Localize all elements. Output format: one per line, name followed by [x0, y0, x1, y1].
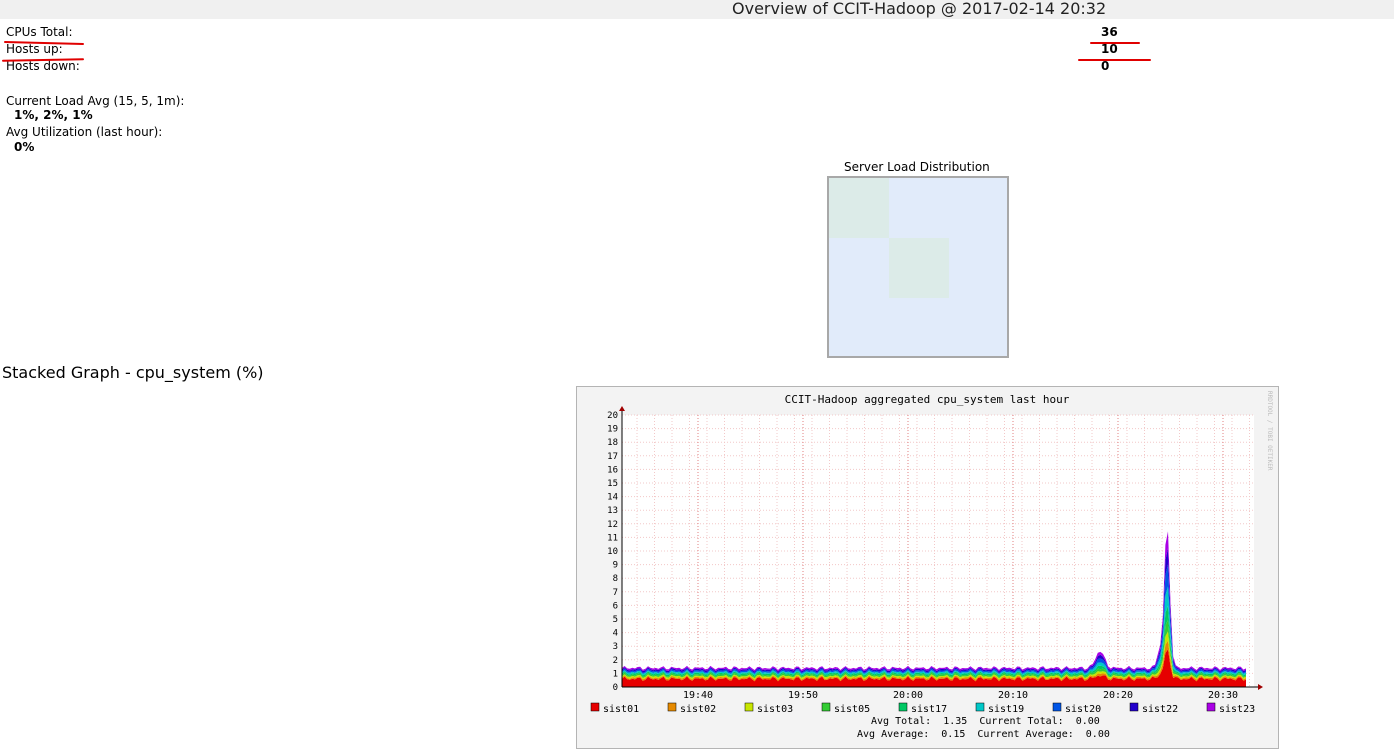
legend-label: sist22	[1142, 704, 1178, 715]
server-load-title: Server Load Distribution	[844, 160, 990, 174]
stats-line-1: Avg Total: 1.35 Current Total: 0.00	[871, 716, 1100, 727]
legend-layer: sist01 sist02 sist03 sist05 sist17 sist19 sist…	[590, 702, 1255, 715]
cpus-total-label: CPUs Total:	[6, 25, 73, 39]
title-bar: Overview of CCIT-Hadoop @ 2017-02-14 20:…	[0, 0, 1394, 19]
y-tick-label: 7	[613, 588, 618, 598]
avg-util-label: Avg Utilization (last hour):	[6, 125, 163, 139]
legend-swatch	[590, 702, 600, 712]
hosts-up-value: 10	[1101, 42, 1118, 56]
x-tick-label: 19:50	[788, 690, 818, 701]
y-tick-label: 4	[613, 629, 618, 639]
cpus-total-value: 36	[1101, 25, 1118, 39]
y-axis-arrow	[619, 406, 625, 411]
legend-swatch	[1052, 702, 1062, 712]
annotation-underline-hosts-value	[1078, 59, 1151, 61]
legend-swatch	[821, 702, 831, 712]
x-axis-arrow	[1258, 684, 1263, 690]
y-tick-label: 18	[607, 438, 618, 448]
graph-title: CCIT-Hadoop aggregated cpu_system last h…	[785, 393, 1070, 406]
legend-swatch	[975, 702, 985, 712]
y-tick-label: 16	[607, 465, 618, 475]
area-layer	[622, 531, 1246, 687]
annotation-underline-cpus-value	[1090, 42, 1140, 44]
y-tick-label: 6	[613, 601, 618, 611]
legend-swatch	[1129, 702, 1139, 712]
y-tick-label: 3	[613, 642, 618, 652]
legend-label: sist17	[911, 704, 947, 715]
legend-label: sist02	[680, 704, 716, 715]
graph-watermark: RRDTOOL / TOBI OETIKER	[1266, 391, 1273, 471]
server-load-cell[interactable]	[829, 178, 889, 238]
legend-label: sist19	[988, 704, 1024, 715]
y-tick-label: 20	[607, 411, 618, 421]
hosts-up-label: Hosts up:	[6, 42, 63, 56]
stacked-graph-title: Stacked Graph - cpu_system (%)	[2, 363, 264, 382]
y-tick-label: 19	[607, 425, 618, 435]
y-tick-label: 5	[613, 615, 618, 625]
avg-util-value: 0%	[14, 140, 35, 154]
legend-swatch	[1206, 702, 1216, 712]
x-tick-label: 20:30	[1208, 690, 1238, 701]
x-tick-label: 20:20	[1103, 690, 1133, 701]
legend-label: sist01	[603, 704, 639, 715]
x-tick-label: 20:10	[998, 690, 1028, 701]
y-tick-label: 2	[613, 656, 618, 666]
legend-label: sist23	[1219, 704, 1255, 715]
y-tick-label: 10	[607, 547, 618, 557]
y-tick-label: 11	[607, 533, 618, 543]
legend-label: sist05	[834, 704, 870, 715]
legend-swatch	[667, 702, 677, 712]
legend-swatch	[744, 702, 754, 712]
x-tick-label: 19:40	[683, 690, 713, 701]
graph-svg: CCIT-Hadoop aggregated cpu_system last h…	[590, 391, 1273, 740]
y-tick-label: 14	[607, 493, 618, 503]
y-tick-label: 8	[613, 574, 618, 584]
y-tick-label: 0	[613, 683, 618, 693]
legend-swatch	[898, 702, 908, 712]
server-load-cell[interactable]	[889, 238, 949, 298]
server-load-map[interactable]	[827, 176, 1009, 358]
hosts-down-label: Hosts down:	[6, 59, 80, 73]
legend-label: sist03	[757, 704, 793, 715]
y-tick-label: 1	[613, 669, 618, 679]
hosts-down-value: 0	[1101, 59, 1110, 73]
page-title: Overview of CCIT-Hadoop @ 2017-02-14 20:…	[732, 0, 1107, 18]
series-area-sist01	[622, 649, 1246, 687]
y-tick-label: 13	[607, 506, 618, 516]
stats-line-2: Avg Average: 0.15 Current Average: 0.00	[857, 729, 1110, 740]
load-avg-value: 1%, 2%, 1%	[14, 108, 93, 122]
load-avg-label: Current Load Avg (15, 5, 1m):	[6, 94, 185, 108]
y-tick-label: 17	[607, 452, 618, 462]
legend-label: sist20	[1065, 704, 1101, 715]
stacked-graph-image[interactable]: CCIT-Hadoop aggregated cpu_system last h…	[576, 386, 1279, 749]
x-tick-label: 20:00	[893, 690, 923, 701]
y-tick-label: 15	[607, 479, 618, 489]
y-tick-label: 9	[613, 561, 618, 571]
y-tick-label: 12	[607, 520, 618, 530]
